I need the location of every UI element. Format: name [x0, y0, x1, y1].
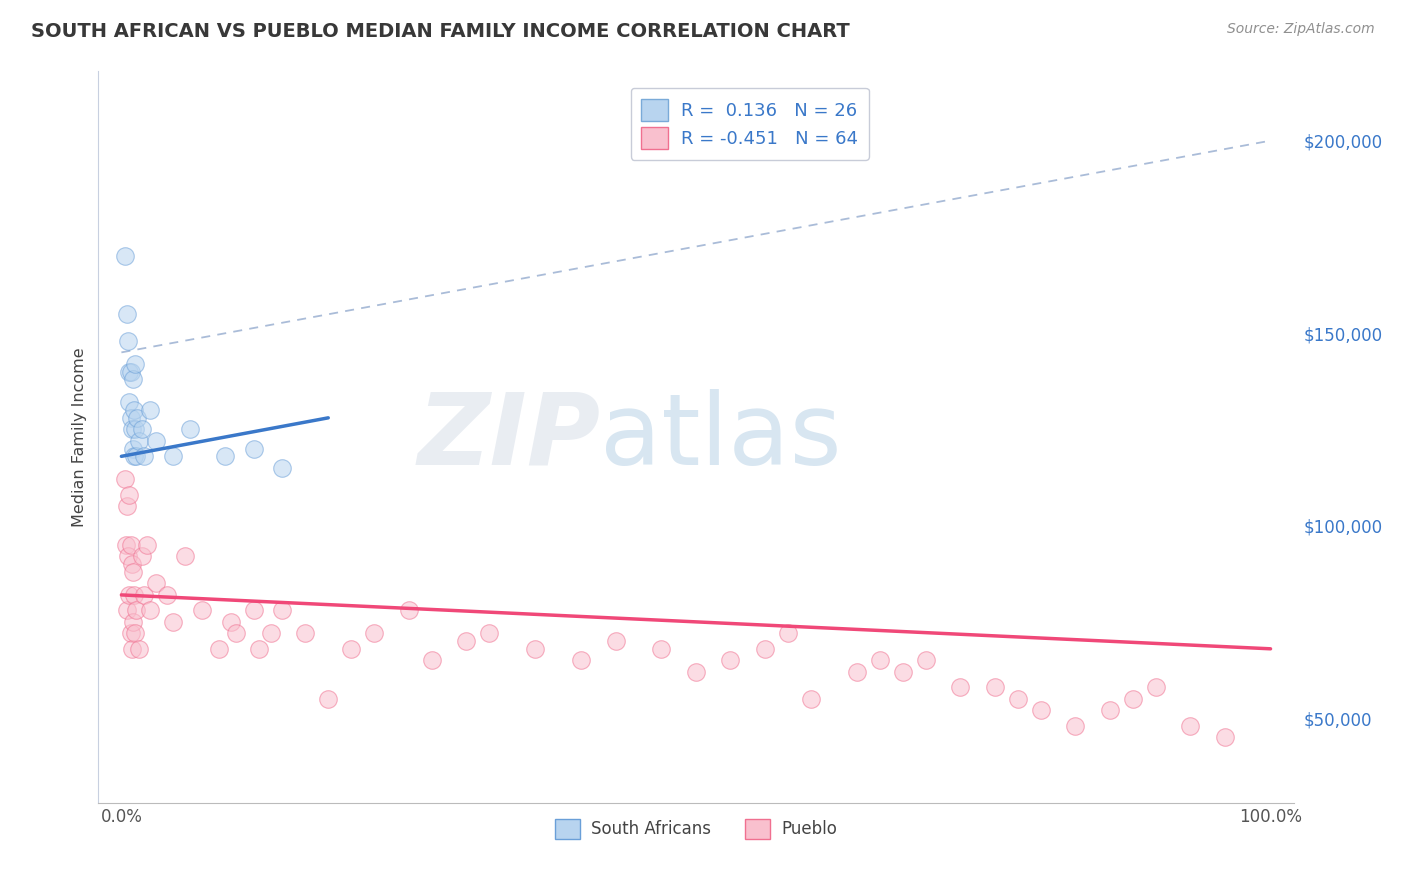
Point	[720, 653, 742, 667]
Point	[118, 365, 141, 379]
Point	[271, 461, 294, 475]
Point	[114, 472, 136, 486]
Point	[225, 626, 247, 640]
Point	[139, 403, 162, 417]
Point	[208, 641, 231, 656]
Point	[650, 641, 672, 656]
Point	[242, 442, 264, 456]
Point	[260, 626, 283, 640]
Point	[1064, 719, 1087, 733]
Point	[115, 603, 138, 617]
Point	[121, 422, 143, 436]
Point	[120, 365, 142, 379]
Point	[191, 603, 214, 617]
Point	[135, 538, 157, 552]
Point	[478, 626, 501, 640]
Point	[122, 450, 145, 464]
Point	[1029, 703, 1052, 717]
Point	[118, 488, 141, 502]
Point	[118, 588, 141, 602]
Point	[1144, 681, 1167, 695]
Point	[121, 557, 143, 571]
Point	[120, 626, 142, 640]
Point	[122, 403, 145, 417]
Point	[754, 641, 776, 656]
Point	[984, 681, 1007, 695]
Point	[524, 641, 547, 656]
Point	[156, 588, 179, 602]
Point	[128, 641, 150, 656]
Point	[398, 603, 420, 617]
Point	[340, 641, 363, 656]
Point	[124, 626, 146, 640]
Point	[125, 450, 148, 464]
Point	[120, 538, 142, 552]
Point	[125, 603, 148, 617]
Point	[219, 615, 242, 629]
Point	[776, 626, 799, 640]
Point	[117, 334, 139, 348]
Point	[1007, 691, 1029, 706]
Point	[122, 615, 145, 629]
Point	[124, 357, 146, 371]
Point	[122, 588, 145, 602]
Point	[115, 307, 138, 321]
Point	[247, 641, 270, 656]
Point	[120, 410, 142, 425]
Point	[128, 434, 150, 448]
Point	[114, 249, 136, 263]
Point	[800, 691, 823, 706]
Point	[121, 641, 143, 656]
Point	[145, 576, 167, 591]
Point	[145, 434, 167, 448]
Point	[420, 653, 443, 667]
Point	[162, 615, 184, 629]
Point	[949, 681, 972, 695]
Point	[117, 549, 139, 564]
Point	[122, 442, 145, 456]
Point	[1098, 703, 1121, 717]
Text: SOUTH AFRICAN VS PUEBLO MEDIAN FAMILY INCOME CORRELATION CHART: SOUTH AFRICAN VS PUEBLO MEDIAN FAMILY IN…	[31, 22, 849, 41]
Point	[134, 450, 156, 464]
Point	[891, 665, 914, 679]
Point	[605, 634, 627, 648]
Point	[115, 500, 138, 514]
Point	[118, 395, 141, 409]
Point	[115, 538, 138, 552]
Point	[131, 549, 153, 564]
Point	[1178, 719, 1201, 733]
Text: atlas: atlas	[600, 389, 842, 485]
Point	[173, 549, 195, 564]
Point	[316, 691, 339, 706]
Legend: South Africans, Pueblo: South Africans, Pueblo	[548, 812, 844, 846]
Text: Source: ZipAtlas.com: Source: ZipAtlas.com	[1227, 22, 1375, 37]
Point	[685, 665, 707, 679]
Point	[122, 372, 145, 386]
Point	[914, 653, 936, 667]
Point	[131, 422, 153, 436]
Point	[179, 422, 201, 436]
Point	[1122, 691, 1144, 706]
Point	[214, 450, 236, 464]
Text: ZIP: ZIP	[418, 389, 600, 485]
Point	[162, 450, 184, 464]
Point	[294, 626, 316, 640]
Point	[242, 603, 264, 617]
Point	[569, 653, 592, 667]
Y-axis label: Median Family Income: Median Family Income	[72, 347, 87, 527]
Point	[1213, 731, 1236, 745]
Point	[845, 665, 868, 679]
Point	[134, 588, 156, 602]
Point	[127, 410, 149, 425]
Point	[456, 634, 478, 648]
Point	[869, 653, 891, 667]
Point	[122, 565, 145, 579]
Point	[271, 603, 294, 617]
Point	[124, 422, 146, 436]
Point	[363, 626, 385, 640]
Point	[139, 603, 162, 617]
